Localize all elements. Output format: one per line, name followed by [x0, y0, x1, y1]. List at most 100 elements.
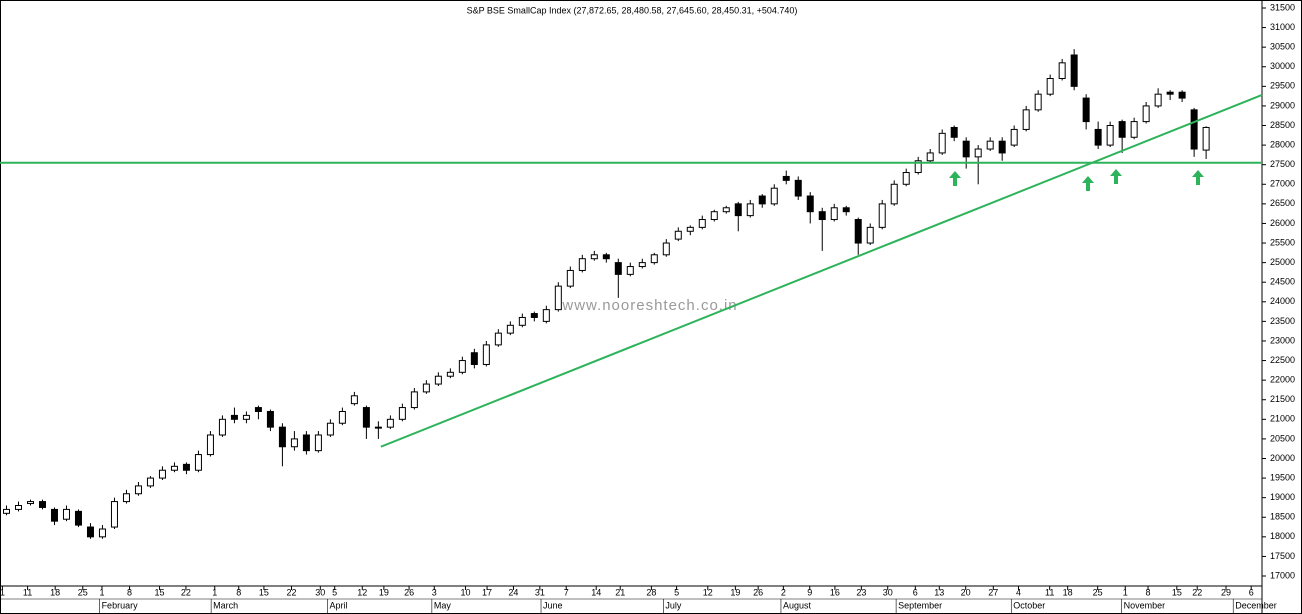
arrow — [1082, 176, 1094, 191]
candle-body — [146, 477, 154, 487]
candle-body — [794, 179, 802, 197]
month-label: December — [1235, 600, 1277, 610]
candle-body — [698, 219, 706, 228]
candle-body — [74, 510, 82, 526]
y-tick-label: 27000 — [1270, 179, 1295, 189]
x-tick-label: 30 — [315, 587, 325, 597]
x-tick-label: 28 — [646, 587, 656, 597]
y-tick-label: 30000 — [1270, 61, 1295, 71]
x-tick-label: 5 — [332, 587, 337, 597]
candle-body — [422, 383, 430, 393]
candle-body — [602, 254, 610, 260]
y-tick-label: 31000 — [1270, 22, 1295, 32]
watermark: www.nooreshtech.co.in — [561, 297, 737, 314]
candle-body — [1190, 109, 1198, 150]
y-tick-label: 17000 — [1270, 570, 1295, 580]
candle-body — [782, 175, 790, 181]
x-tick-label: 22 — [1192, 587, 1202, 597]
arrow — [1192, 170, 1204, 185]
candle-body — [506, 324, 514, 334]
candle-body — [1046, 78, 1054, 95]
x-tick-label: 24 — [508, 587, 518, 597]
arrow — [1110, 169, 1122, 184]
candle-body — [1166, 91, 1174, 95]
candle-body — [650, 254, 658, 264]
candle-body — [98, 528, 106, 538]
x-tick-label: 7 — [564, 587, 569, 597]
month-label: November — [1124, 600, 1166, 610]
y-tick-label: 21500 — [1270, 394, 1295, 404]
x-tick-label: 18 — [1063, 587, 1073, 597]
x-tick-label: 16 — [830, 587, 840, 597]
month-label: August — [783, 600, 812, 610]
candle-body — [446, 371, 454, 377]
y-tick-label: 18000 — [1270, 531, 1295, 541]
candle-body — [638, 262, 646, 268]
candle-body — [686, 226, 694, 232]
x-tick-label: 4 — [1016, 587, 1021, 597]
candle-body — [278, 426, 286, 448]
candle-body — [86, 526, 94, 538]
x-tick-label: 19 — [379, 587, 389, 597]
x-tick-label: 17 — [482, 587, 492, 597]
x-tick-label: 2 — [781, 587, 786, 597]
x-tick-label: 26 — [404, 587, 414, 597]
candle-body — [494, 332, 502, 346]
x-tick-label: 11 — [23, 587, 32, 597]
x-tick-label: 8 — [1146, 587, 1151, 597]
y-tick-label: 20500 — [1270, 433, 1295, 443]
y-tick-label: 24500 — [1270, 277, 1295, 287]
candle-body — [722, 207, 730, 213]
x-tick-label: 19 — [730, 587, 740, 597]
candle-body — [62, 508, 70, 520]
x-tick-label: 22 — [181, 587, 191, 597]
y-tick-label: 29500 — [1270, 81, 1295, 91]
candle-body — [170, 465, 178, 471]
candle-body — [674, 230, 682, 240]
candle-body — [554, 285, 562, 311]
candle-body — [1058, 62, 1066, 80]
month-label: April — [329, 600, 347, 610]
candle-body — [710, 211, 718, 221]
candle-body — [1106, 125, 1114, 146]
candle-body — [1118, 121, 1126, 138]
candle-body — [758, 195, 766, 205]
candle-body — [614, 262, 622, 275]
x-tick-label: 6 — [913, 587, 918, 597]
candle-body — [206, 434, 214, 456]
candle-body — [434, 375, 442, 385]
candle-body — [830, 207, 838, 221]
x-tick-label: 9 — [807, 587, 812, 597]
candle-body — [1178, 91, 1186, 99]
candle-body — [1082, 97, 1090, 123]
x-tick-label: 20 — [961, 587, 971, 597]
candle-body — [350, 395, 358, 405]
x-tick-label: 15 — [259, 587, 269, 597]
candle-body — [1202, 126, 1210, 151]
month-label: March — [213, 600, 238, 610]
month-label: February — [102, 600, 139, 610]
candle-body — [110, 501, 118, 528]
trend-line — [380, 94, 1263, 448]
arrow — [949, 171, 961, 186]
candle-body — [902, 172, 910, 185]
x-tick-label: 1 — [0, 587, 5, 597]
x-tick-label: 31 — [535, 587, 545, 597]
y-tick-label: 30500 — [1270, 42, 1295, 52]
candle-body — [254, 407, 262, 412]
x-tick-label: 12 — [703, 587, 713, 597]
candle-body — [578, 258, 586, 271]
x-tick-label: 3 — [432, 587, 437, 597]
candle-body — [866, 226, 874, 244]
candle-body — [986, 140, 994, 150]
candle-body — [518, 316, 526, 326]
y-tick-label: 19500 — [1270, 472, 1295, 482]
y-tick-label: 23000 — [1270, 335, 1295, 345]
x-tick-label: 22 — [286, 587, 296, 597]
x-tick-label: 25 — [78, 587, 88, 597]
candle-body — [362, 407, 370, 428]
y-tick-label: 27500 — [1270, 159, 1295, 169]
y-tick-label: 26500 — [1270, 198, 1295, 208]
candle-body — [854, 219, 862, 244]
x-tick-label: 11 — [1045, 587, 1054, 597]
